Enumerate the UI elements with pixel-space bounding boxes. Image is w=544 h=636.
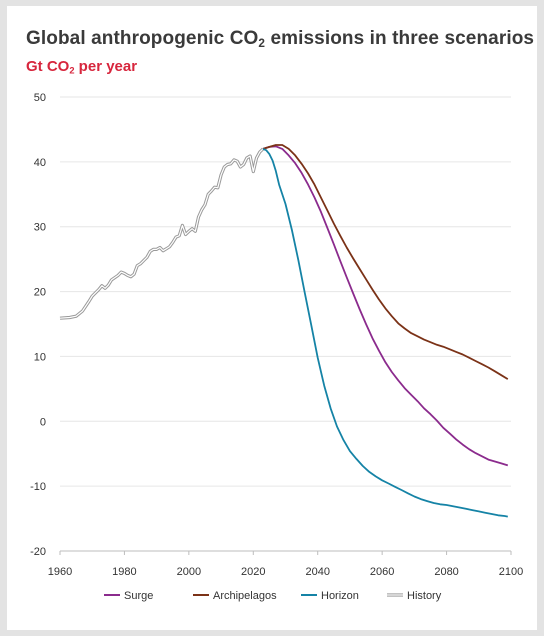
legend-label-horizon: Horizon — [321, 590, 359, 602]
x-tick-label: 2000 — [177, 566, 201, 578]
y-tick-label: 40 — [34, 157, 46, 169]
y-tick-label: -10 — [30, 481, 46, 493]
x-tick-label: 2080 — [434, 566, 458, 578]
y-tick-label: 30 — [34, 222, 46, 234]
y-tick-label: 50 — [34, 92, 46, 104]
y-tick-label: 10 — [34, 351, 46, 363]
x-tick-label: 2100 — [499, 566, 523, 578]
grid-lines — [60, 96, 511, 552]
chart-subtitle: Gt CO2 per year — [26, 58, 138, 76]
y-tick-label: 0 — [40, 416, 46, 428]
series-line-archipelagos — [262, 144, 509, 380]
series-line-horizon — [262, 148, 508, 518]
legend: Surge Archipelagos Horizon History — [104, 590, 442, 602]
chart-title: Global anthropogenic CO2 emissions in th… — [26, 28, 535, 50]
x-axis: 1960 1980 2000 2020 2040 2060 2080 2100 — [48, 550, 523, 578]
legend-label-history: History — [407, 590, 442, 602]
x-tick-label: 2060 — [370, 566, 394, 578]
series-line-surge — [262, 145, 509, 467]
x-tick-label: 1960 — [48, 566, 72, 578]
x-tick-label: 1980 — [112, 566, 136, 578]
series-lines — [59, 144, 509, 518]
y-tick-label: -20 — [30, 546, 46, 558]
y-axis: 50 40 30 20 10 0 -10 -20 — [30, 92, 46, 558]
x-tick-label: 2020 — [241, 566, 265, 578]
legend-label-archipelagos: Archipelagos — [213, 590, 277, 602]
series-line-history — [59, 147, 265, 320]
chart-card — [7, 6, 537, 630]
y-tick-label: 20 — [34, 287, 46, 299]
series-line-history-inner — [59, 148, 264, 319]
x-tick-label: 2040 — [305, 566, 329, 578]
legend-label-surge: Surge — [124, 590, 153, 602]
